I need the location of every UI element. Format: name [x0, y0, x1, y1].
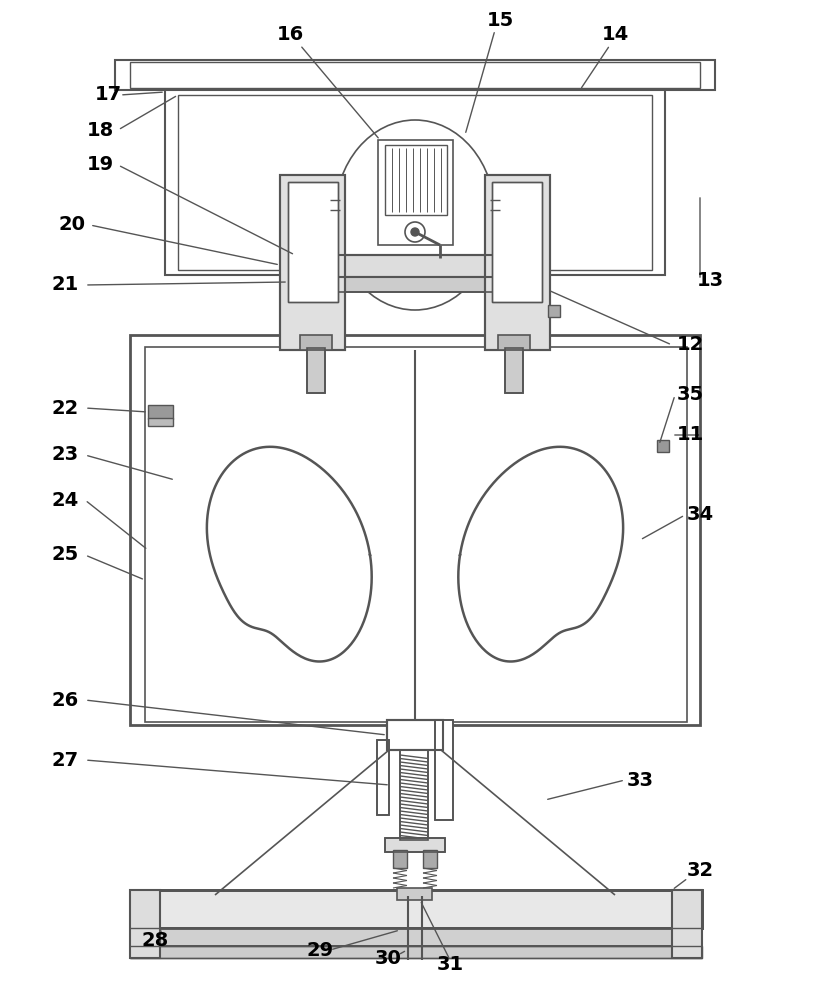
Bar — [657, 440, 669, 452]
Bar — [385, 145, 447, 215]
Bar — [307, 348, 325, 393]
Bar — [377, 740, 389, 815]
Bar — [548, 305, 560, 317]
Bar — [385, 838, 445, 852]
Text: 18: 18 — [87, 120, 114, 139]
Text: 20: 20 — [58, 216, 86, 234]
Bar — [288, 182, 338, 302]
Text: 34: 34 — [686, 506, 714, 524]
Bar — [400, 750, 428, 840]
Bar — [505, 348, 523, 393]
Text: 17: 17 — [95, 86, 121, 104]
Bar — [492, 182, 542, 302]
Bar — [492, 182, 542, 302]
Bar — [295, 255, 535, 277]
Bar — [295, 255, 535, 277]
Text: 22: 22 — [52, 398, 79, 418]
Bar — [288, 182, 338, 302]
Bar — [148, 418, 173, 426]
Bar — [280, 175, 345, 350]
Bar — [295, 277, 535, 292]
Bar — [672, 890, 702, 958]
Text: 25: 25 — [52, 546, 79, 564]
Bar — [377, 740, 389, 815]
Bar — [165, 90, 665, 275]
Text: 13: 13 — [696, 270, 724, 290]
Bar — [130, 928, 702, 946]
Text: 29: 29 — [306, 940, 334, 960]
Bar — [295, 277, 535, 292]
Text: 24: 24 — [52, 490, 79, 510]
Bar — [130, 62, 700, 88]
Text: 11: 11 — [676, 426, 704, 444]
Bar — [423, 850, 437, 868]
Text: 12: 12 — [676, 336, 704, 355]
Bar — [307, 348, 325, 393]
Bar — [397, 888, 432, 900]
Text: 31: 31 — [437, 956, 463, 974]
Bar — [505, 348, 523, 393]
Bar — [435, 720, 453, 820]
Text: 32: 32 — [686, 860, 714, 880]
Bar — [130, 335, 700, 725]
Text: 33: 33 — [626, 770, 653, 790]
Bar — [130, 890, 702, 928]
Bar — [300, 335, 332, 350]
Text: 26: 26 — [52, 690, 79, 710]
Bar — [435, 720, 453, 820]
Text: 14: 14 — [602, 25, 629, 44]
Bar — [148, 405, 173, 419]
Text: 21: 21 — [52, 275, 79, 294]
Bar — [130, 946, 702, 958]
Bar — [393, 850, 407, 868]
Bar — [485, 175, 550, 350]
Text: 16: 16 — [276, 25, 304, 44]
Bar — [130, 890, 702, 928]
Text: 27: 27 — [52, 750, 78, 770]
Bar — [145, 347, 687, 722]
Bar — [485, 175, 550, 350]
Bar — [400, 750, 428, 840]
Text: 15: 15 — [487, 10, 513, 29]
Bar — [387, 720, 443, 750]
Text: 35: 35 — [676, 385, 704, 404]
Bar — [498, 335, 530, 350]
Bar — [130, 890, 160, 958]
Bar — [115, 60, 715, 90]
Ellipse shape — [335, 120, 495, 310]
Bar — [385, 838, 445, 852]
Bar — [387, 720, 443, 750]
Bar — [130, 928, 702, 946]
Text: 28: 28 — [141, 930, 169, 950]
Bar — [178, 95, 652, 270]
Circle shape — [411, 228, 419, 236]
Text: 19: 19 — [87, 155, 113, 174]
Bar — [378, 140, 453, 245]
Bar — [280, 175, 345, 350]
Text: 30: 30 — [374, 948, 401, 968]
Text: 23: 23 — [52, 446, 78, 464]
